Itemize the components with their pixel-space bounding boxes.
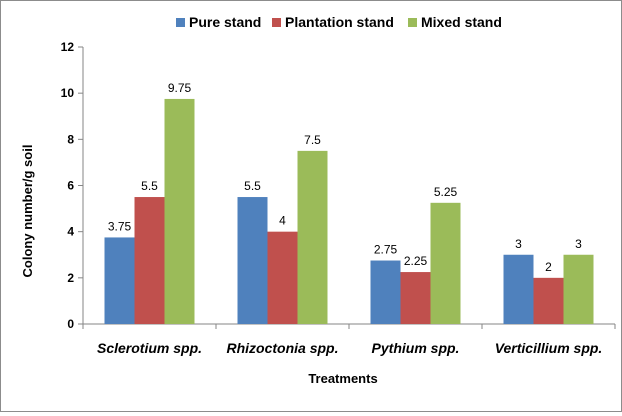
data-label: 5.5 xyxy=(244,179,261,193)
y-tick-label: 6 xyxy=(67,179,74,193)
data-label: 7.5 xyxy=(304,133,321,147)
bar xyxy=(104,237,135,324)
data-label: 3 xyxy=(515,237,522,251)
y-axis-title: Colony number/g soil xyxy=(20,145,35,278)
y-tick-label: 0 xyxy=(67,317,74,331)
category-label: Pythium spp. xyxy=(372,340,460,356)
bar xyxy=(297,150,328,324)
data-label: 9.75 xyxy=(168,81,192,95)
bar xyxy=(164,98,195,324)
bar xyxy=(430,202,461,324)
bar xyxy=(370,260,401,324)
x-axis xyxy=(82,323,616,329)
legend: Pure stand Plantation stand Mixed stand xyxy=(176,14,502,30)
bar xyxy=(533,277,564,324)
data-label: 5.5 xyxy=(141,179,158,193)
legend-swatch xyxy=(408,18,417,27)
y-tick-label: 2 xyxy=(67,271,74,285)
legend-swatch xyxy=(272,18,281,27)
bar xyxy=(503,254,534,324)
category-label: Sclerotium spp. xyxy=(97,340,202,356)
y-tick-label: 4 xyxy=(67,225,74,239)
data-labels: 3.75 5.5 9.75 5.5 4 7.5 2.75 2.25 5.25 3 2 3 xyxy=(108,81,582,274)
y-tick-label: 12 xyxy=(61,40,75,54)
data-label: 2 xyxy=(545,260,552,274)
bar xyxy=(267,231,298,324)
y-tick-label: 8 xyxy=(67,132,74,146)
data-label: 3.75 xyxy=(108,219,132,233)
category-label: Rhizoctonia spp. xyxy=(227,340,339,356)
data-label: 2.75 xyxy=(374,243,398,257)
bar xyxy=(563,254,594,324)
bar xyxy=(237,197,268,324)
category-label: Verticillium spp. xyxy=(495,340,603,356)
legend-label: Plantation stand xyxy=(285,14,394,30)
bar xyxy=(134,197,165,324)
data-label: 5.25 xyxy=(434,185,458,199)
y-axis: 0 2 4 6 8 10 12 xyxy=(61,40,84,331)
legend-label: Mixed stand xyxy=(421,14,502,30)
data-label: 2.25 xyxy=(404,254,428,268)
category-labels: Sclerotium spp. Rhizoctonia spp. Pythium s… xyxy=(97,340,602,356)
bars xyxy=(104,98,594,324)
x-axis-title: Treatments xyxy=(308,371,377,386)
y-tick-label: 10 xyxy=(61,86,75,100)
bar xyxy=(400,272,431,324)
legend-swatch xyxy=(176,18,185,27)
legend-label: Pure stand xyxy=(189,14,261,30)
data-label: 4 xyxy=(279,214,286,228)
data-label: 3 xyxy=(575,237,582,251)
